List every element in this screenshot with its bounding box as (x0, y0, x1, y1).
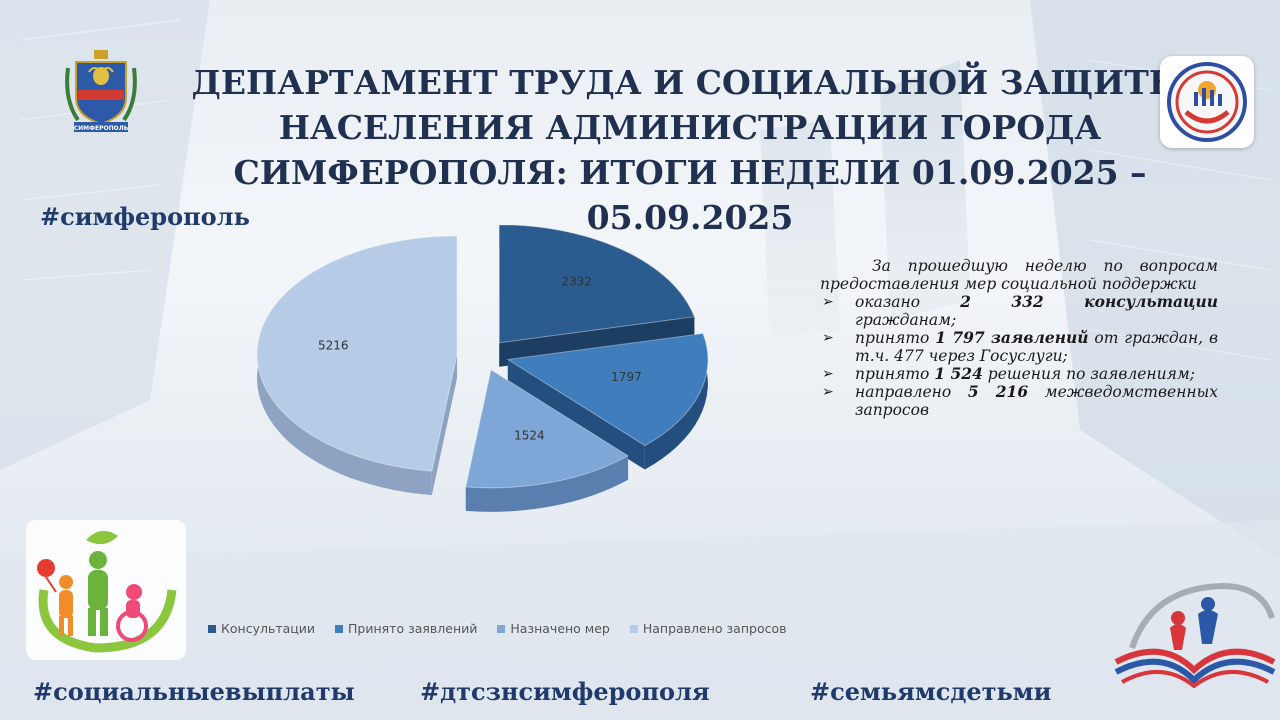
year-of-family-logo (1114, 582, 1276, 688)
legend-swatch-4 (629, 624, 638, 633)
pie-slice-top-2 (506, 332, 709, 447)
hashtag-families: #семьямсдетьми (810, 677, 1052, 706)
pie-data-label-3: 1524 (514, 428, 545, 442)
pie-slice-top-4 (256, 235, 458, 472)
pie-slice-4 (256, 235, 458, 496)
family-logo (26, 520, 186, 660)
legend-label-2: Принято заявлений (348, 621, 478, 636)
legend-label-3: Назначено мер (510, 621, 610, 636)
summary-item-decisions: принято 1 524 решения по заявлениям; (820, 365, 1218, 384)
legend-label-1: Консультации (221, 621, 316, 636)
summary-item-consultations: оказано 2 332 консультации гражданам; (820, 293, 1218, 330)
title-line-3: СИМФЕРОПОЛЯ: ИТОГИ НЕДЕЛИ 01.09.2025 – 0… (233, 153, 1147, 237)
pie-data-label-2: 1797 (611, 370, 642, 384)
summary-intro: За прошедшую неделю по вопросам предоста… (820, 257, 1218, 293)
pie-chart: 2332 1797 1524 5216 (256, 225, 709, 512)
summary-text: За прошедшую неделю по вопросам предоста… (820, 257, 1218, 419)
legend-item-4: Направлено запросов (629, 621, 787, 636)
legend-item-1: Консультации (208, 621, 315, 636)
legend-swatch-2 (335, 624, 344, 633)
page-title: ДЕПАРТАМЕНТ ТРУДА И СОЦИАЛЬНОЙ ЗАЩИТЫ НА… (150, 60, 1230, 240)
pie-slice-2 (506, 332, 709, 470)
hashtag-simferopol: #симферополь (40, 202, 250, 231)
summary-item-applications: принято 1 797 заявлений от граждан, в т.… (820, 329, 1218, 366)
crest-label: СИМФЕРОПОЛЬ (74, 125, 129, 132)
title-line-1: ДЕПАРТАМЕНТ ТРУДА И СОЦИАЛЬНОЙ ЗАЩИТЫ (191, 63, 1189, 102)
city-crest-logo: СИМФЕРОПОЛЬ (65, 50, 137, 132)
legend-swatch-1 (208, 624, 216, 633)
legend-swatch-3 (497, 624, 506, 633)
chart-legend: Консультации Принято заявлений Назначено м… (208, 621, 786, 636)
summary-item-requests: направлено 5 216 межведомственных запрос… (820, 383, 1218, 420)
hashtag-dtszn: #дтсзнсимферополя (420, 677, 710, 706)
department-logo (1160, 56, 1254, 148)
pie-data-label-1: 2332 (561, 275, 592, 289)
title-line-2: НАСЕЛЕНИЯ АДМИНИСТРАЦИИ ГОРОДА (278, 108, 1102, 147)
pie-slice-3 (465, 369, 630, 512)
pie-slice-top-3 (465, 369, 630, 489)
pie-data-label-4: 5216 (318, 338, 349, 352)
hashtag-social-payments: #социальныевыплаты (33, 677, 355, 706)
pie-slice-top-1 (498, 225, 695, 344)
legend-item-2: Принято заявлений (335, 621, 477, 636)
legend-item-3: Назначено мер (497, 621, 610, 636)
legend-label-4: Направлено запросов (642, 621, 787, 636)
